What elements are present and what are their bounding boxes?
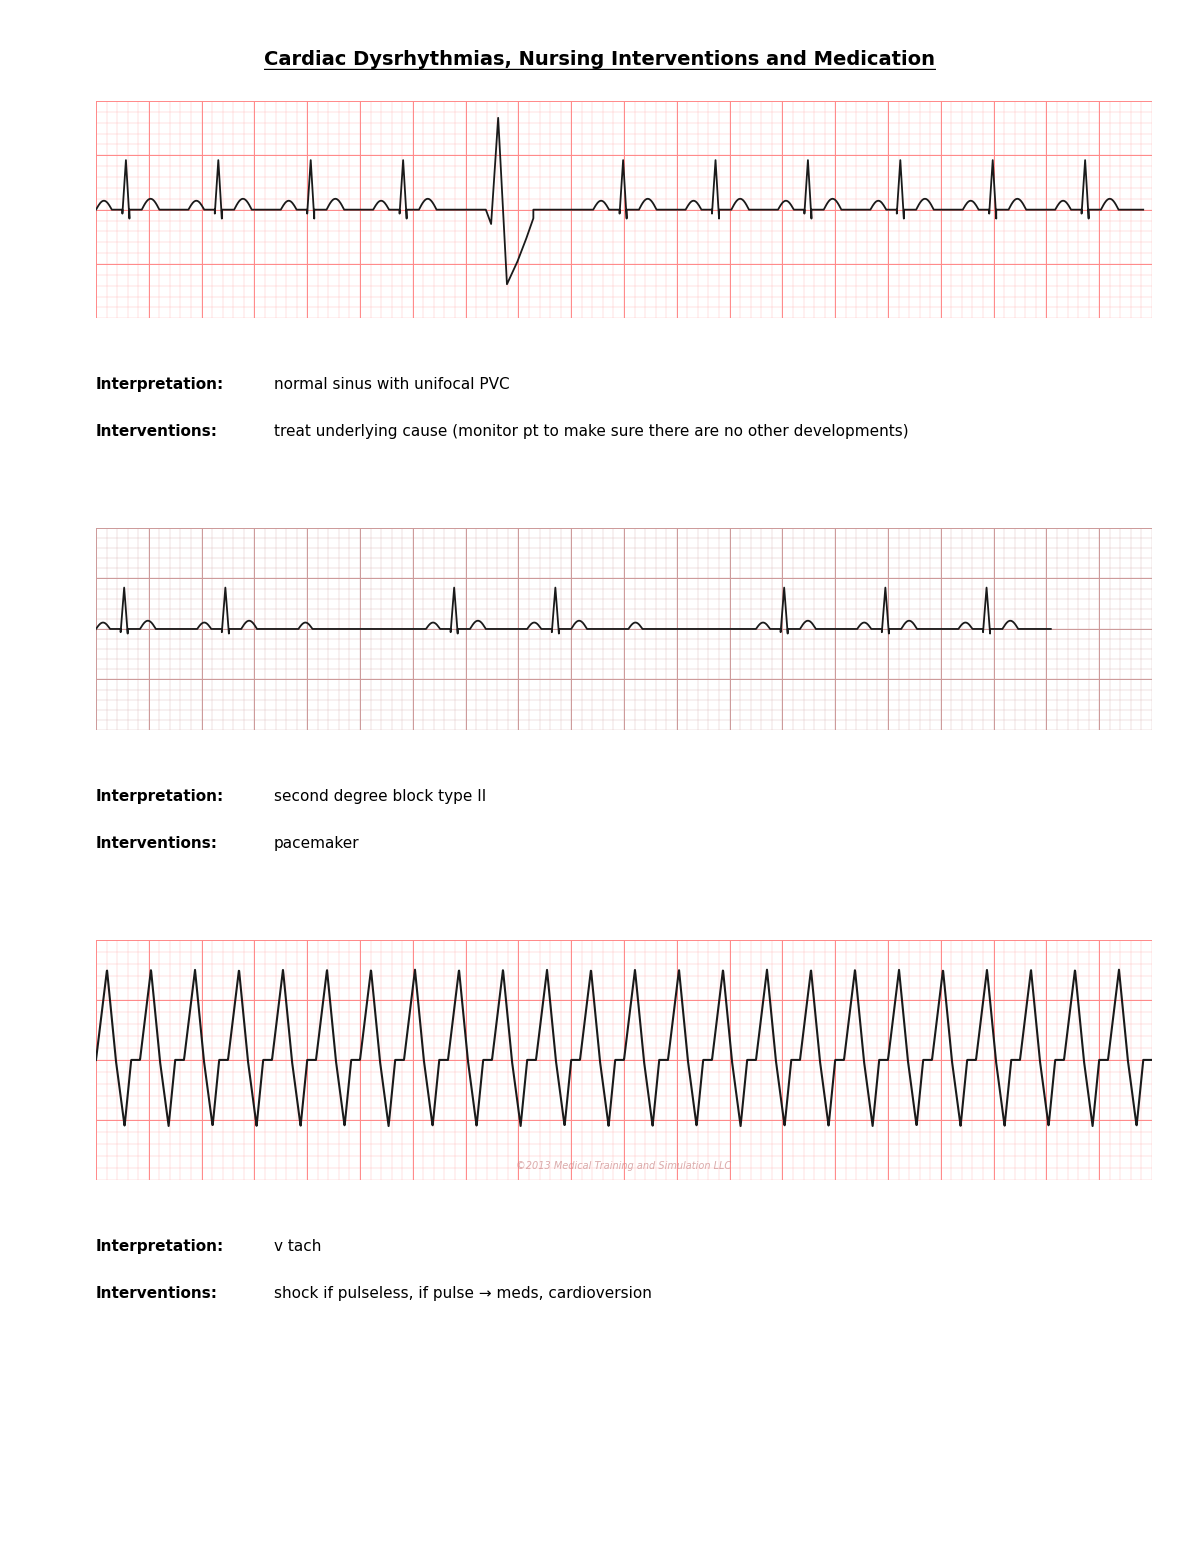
Text: ©2013 Medical Training and Simulation LLC: ©2013 Medical Training and Simulation LL… [516, 1162, 732, 1171]
Text: Interpretation:: Interpretation: [96, 1239, 224, 1255]
Text: Interpretation:: Interpretation: [96, 377, 224, 393]
Text: pacemaker: pacemaker [274, 836, 359, 851]
Text: normal sinus with unifocal PVC: normal sinus with unifocal PVC [274, 377, 509, 393]
Text: Interpretation:: Interpretation: [96, 789, 224, 804]
Text: Cardiac Dysrhythmias, Nursing Interventions and Medication: Cardiac Dysrhythmias, Nursing Interventi… [264, 50, 936, 68]
Text: Interventions:: Interventions: [96, 836, 218, 851]
Text: second degree block type II: second degree block type II [274, 789, 486, 804]
Text: Interventions:: Interventions: [96, 424, 218, 439]
Text: Interventions:: Interventions: [96, 1286, 218, 1301]
Text: treat underlying cause (monitor pt to make sure there are no other developments): treat underlying cause (monitor pt to ma… [274, 424, 908, 439]
Text: v tach: v tach [274, 1239, 320, 1255]
Text: shock if pulseless, if pulse → meds, cardioversion: shock if pulseless, if pulse → meds, car… [274, 1286, 652, 1301]
